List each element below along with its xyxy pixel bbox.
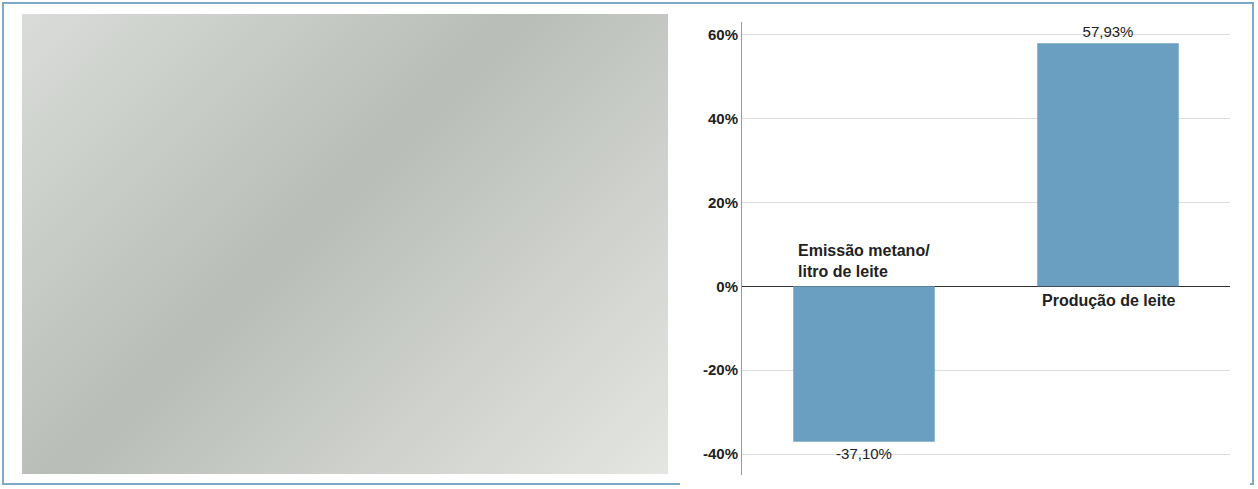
svg-text:20%: 20%: [708, 194, 738, 211]
svg-text:Emissão metano/litro de leite: Emissão metano/litro de leite: [798, 242, 930, 280]
svg-text:-20%: -20%: [703, 361, 738, 378]
svg-text:-40%: -40%: [703, 445, 738, 462]
svg-text:57,93%: 57,93%: [1083, 23, 1134, 40]
svg-text:40%: 40%: [708, 110, 738, 127]
svg-text:Produção de leite: Produção de leite: [1042, 292, 1175, 309]
svg-text:60%: 60%: [708, 26, 738, 43]
svg-text:0%: 0%: [716, 278, 738, 295]
svg-text:-37,10%: -37,10%: [836, 445, 892, 462]
